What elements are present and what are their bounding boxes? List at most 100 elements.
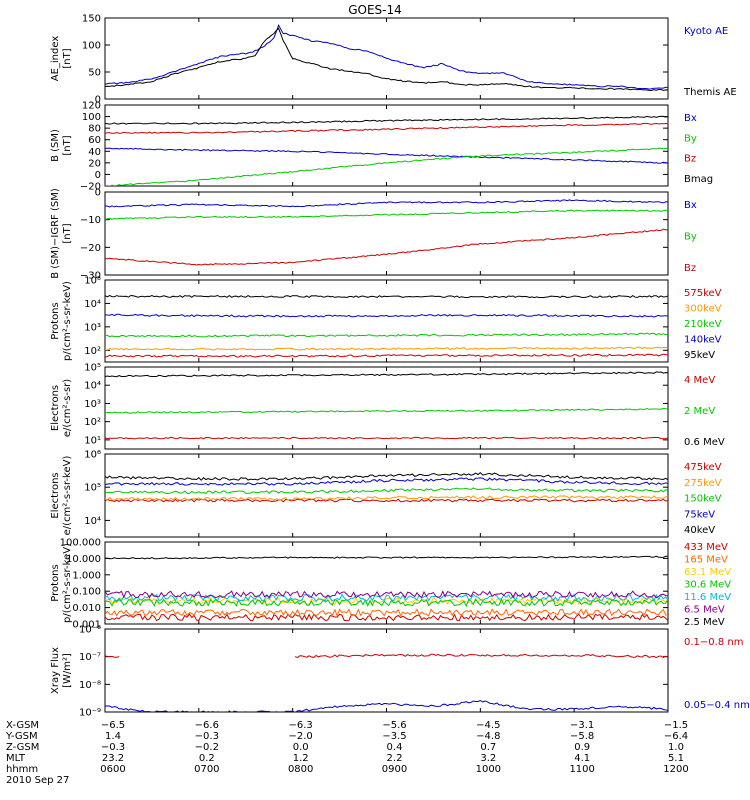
y-axis-unit: e/(cm²-s-sr) [62,379,73,437]
x-table-value: −6.5 [101,720,125,731]
legend-entry: 433 MeV [684,542,728,553]
legend-entry: Bx [684,113,697,124]
series-line-475kev [105,498,668,503]
series-line-bx [105,147,668,164]
series-line-11-6-mev [105,593,668,602]
x-table-value: −5.8 [570,731,594,742]
series-line-275kev [105,495,668,501]
x-table-value: 1000 [476,764,501,775]
legend-entry: Themis AE [683,87,737,98]
x-table-value: −6.6 [195,720,219,731]
legend-entry: 2 MeV [684,406,715,417]
y-tick-label: 10⁶ [84,450,101,461]
y-tick-label: −20 [80,243,101,254]
y-tick-label: 0 [95,170,101,181]
legend-entry: By [684,133,697,144]
x-table-value: −4.5 [476,720,500,731]
panel-7: 0.001 0.010 0.100 1.000 10.000 100.000 Protons… [50,538,731,631]
y-axis-unit: [nT] [62,223,73,243]
x-table-value: −2.0 [289,731,313,742]
y-tick-label: 50 [88,68,101,79]
y-tick-label: 80 [88,124,101,135]
panel-3: −30 −20 −10 0 B (SM)−IGRF (SM) [nT] Bx By Bz [50,188,697,282]
x-table-value: 0.2 [199,753,215,764]
legend-entry: 140keV [684,335,722,346]
series-line-2-mev [105,407,668,414]
y-tick-label: 10.000 [66,554,101,565]
series-line-75kev [105,477,668,486]
y-tick-label: 20 [88,158,101,169]
series-line-30-6-mev [105,598,668,608]
y-axis-label: AE_index [50,36,61,82]
plot-frame [104,366,669,450]
x-table-value: −6.4 [664,731,688,742]
series-line-2-5-mev [105,555,668,560]
x-table-value: 0.0 [293,742,309,753]
y-axis-label: Electrons [50,472,61,518]
series-line-0-1-0-8-nm [105,653,668,659]
legend-entry: 6.5 MeV [684,605,725,616]
y-tick-label: 10² [84,346,101,357]
x-table-value: 1.2 [293,753,309,764]
y-tick-label: 1.000 [72,570,101,581]
x-table-row-label: MLT [6,753,26,764]
series-line-bx [105,199,668,208]
legend-entry: Kyoto AE [684,26,728,37]
series-line-themis-ae [105,27,668,92]
x-table-value: 1200 [663,764,688,775]
series-line-kyoto-ae [105,23,668,90]
x-table-value: 2.2 [387,753,403,764]
x-table-row-label: X-GSM [6,720,39,731]
series-line-bmag [105,115,668,125]
y-tick-label: 100.000 [60,538,101,549]
series-line-bz [105,122,668,134]
legend-entry: 300keV [684,304,722,315]
x-table-row-label: Y-GSM [5,731,38,742]
legend-entry: 0.05−0.4 nm [684,700,750,711]
y-tick-label: 60 [88,135,101,146]
y-axis-unit: p/(cm²-s-sr-keV) [62,281,73,361]
legend-entry: 575keV [684,288,722,299]
panel-4: 10² 10³ 10⁴ 10⁵ Protons p/(cm²-s-sr-keV) 575ke… [50,276,722,363]
legend-entry: Bmag [684,174,713,185]
y-tick-label: 100 [82,41,101,52]
y-tick-label: 0 [95,188,101,199]
x-table-value: 0.4 [387,742,403,753]
series-line-140kev [105,313,668,318]
series-line-6-5-mev [105,590,668,599]
y-tick-label: 10¹ [84,435,101,446]
y-axis-label: B (SM) [50,129,61,162]
x-table-value: −3.5 [382,731,406,742]
y-axis-unit: [nT] [62,135,73,155]
legend-entry: Bz [684,263,696,274]
legend-entry: By [684,232,697,243]
x-table-value: 0.7 [480,742,496,753]
x-table-value: 1.4 [105,731,121,742]
x-table-value: 0800 [288,764,313,775]
series-line-0-05-0-4-nm [105,699,668,712]
y-tick-label: 10⁴ [84,299,101,310]
y-tick-label: 10⁻⁷ [79,652,101,663]
legend-entry: 150keV [684,494,722,505]
legend-entry: 0.6 MeV [684,437,725,448]
x-table-value: 23.2 [102,753,124,764]
y-tick-label: 120 [82,101,101,112]
series-line-40kev [105,472,668,481]
y-tick-label: 10³ [84,322,101,333]
y-tick-label: −20 [80,182,101,193]
series-line-4-mev [105,436,668,440]
y-tick-label: 10² [84,417,101,428]
x-table-value: −3.1 [570,720,594,731]
series-line-by [105,147,668,186]
y-axis-unit: p/(cm²-s-sr-keV) [62,543,73,623]
legend-entry: 275keV [684,478,722,489]
legend-entry: 30.6 MeV [684,580,731,591]
legend-entry: Bz [684,154,696,165]
series-line-150kev [105,487,668,495]
legend-entry: 95keV [684,350,715,361]
x-table-row-label: Z-GSM [6,742,39,753]
panel-5: 10¹ 10² 10³ 10⁴ 10⁵ Electrons e/(cm²-s-sr) 4 Me… [50,363,725,450]
legend-entry: 2.5 MeV [684,617,725,628]
y-tick-label: 10⁴ [84,516,101,527]
